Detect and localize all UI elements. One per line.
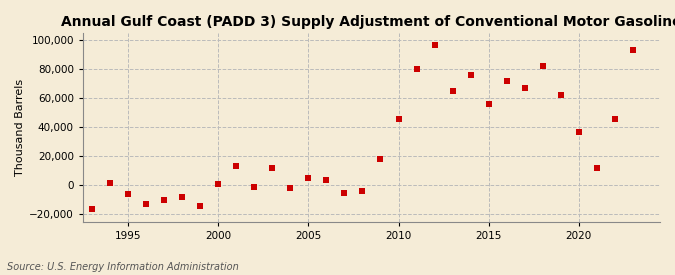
Point <box>123 192 134 196</box>
Point <box>375 157 386 161</box>
Point <box>267 166 277 170</box>
Point <box>140 202 151 207</box>
Point <box>393 116 404 121</box>
Point <box>448 89 458 93</box>
Point <box>574 130 585 134</box>
Point <box>537 64 548 68</box>
Point <box>519 86 530 90</box>
Point <box>483 102 494 106</box>
Point <box>86 207 97 211</box>
Point <box>303 176 314 180</box>
Point <box>285 186 296 191</box>
Point <box>610 116 620 121</box>
Title: Annual Gulf Coast (PADD 3) Supply Adjustment of Conventional Motor Gasoline: Annual Gulf Coast (PADD 3) Supply Adjust… <box>61 15 675 29</box>
Y-axis label: Thousand Barrels: Thousand Barrels <box>15 79 25 176</box>
Point <box>429 42 440 47</box>
Point <box>339 191 350 195</box>
Point <box>465 73 476 77</box>
Point <box>177 195 188 199</box>
Point <box>321 177 332 182</box>
Point <box>105 180 115 185</box>
Point <box>502 79 512 83</box>
Point <box>357 189 368 193</box>
Point <box>213 182 223 186</box>
Point <box>249 185 260 189</box>
Point <box>195 204 206 208</box>
Point <box>411 67 422 72</box>
Point <box>159 198 169 202</box>
Point <box>231 164 242 168</box>
Point <box>628 48 639 53</box>
Point <box>591 166 602 170</box>
Text: Source: U.S. Energy Information Administration: Source: U.S. Energy Information Administ… <box>7 262 238 272</box>
Point <box>556 93 566 98</box>
